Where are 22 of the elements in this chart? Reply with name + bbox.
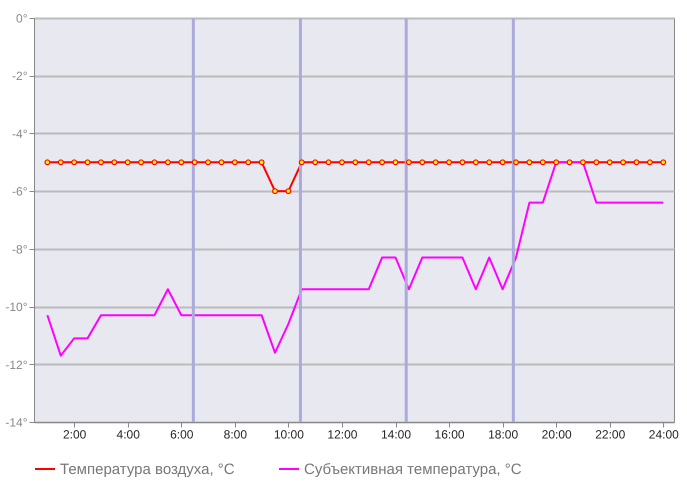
y-tick-label: -10° (5, 300, 28, 314)
x-tick-label: 4:00 (116, 428, 140, 442)
x-tick-label: 24:00 (648, 428, 680, 442)
y-tick-label: -6° (12, 184, 28, 199)
x-tick-label: 12:00 (327, 428, 358, 442)
x-tick-label: 20:00 (542, 428, 572, 442)
y-tick-label: -14° (5, 416, 28, 430)
x-tick-label: 8:00 (224, 428, 248, 442)
x-tick-label: 22:00 (595, 428, 626, 442)
y-tick-label: -2° (12, 69, 28, 84)
y-tick-label: -12° (5, 358, 28, 372)
x-tick-label: 18:00 (488, 428, 518, 442)
legend-label: Субъективная температура, °C (304, 461, 522, 478)
x-tick-label: 6:00 (170, 428, 194, 442)
x-tick-label: 10:00 (274, 428, 304, 442)
x-tick-label: 14:00 (380, 428, 412, 442)
x-tick-label: 2:00 (62, 428, 87, 442)
x-tick-label: 16:00 (434, 428, 465, 442)
y-tick-label: -8° (12, 242, 28, 256)
y-tick-label: -4° (12, 126, 28, 141)
y-tick-label: 0° (16, 12, 28, 26)
legend-label: Температура воздуха, °C (60, 461, 235, 478)
